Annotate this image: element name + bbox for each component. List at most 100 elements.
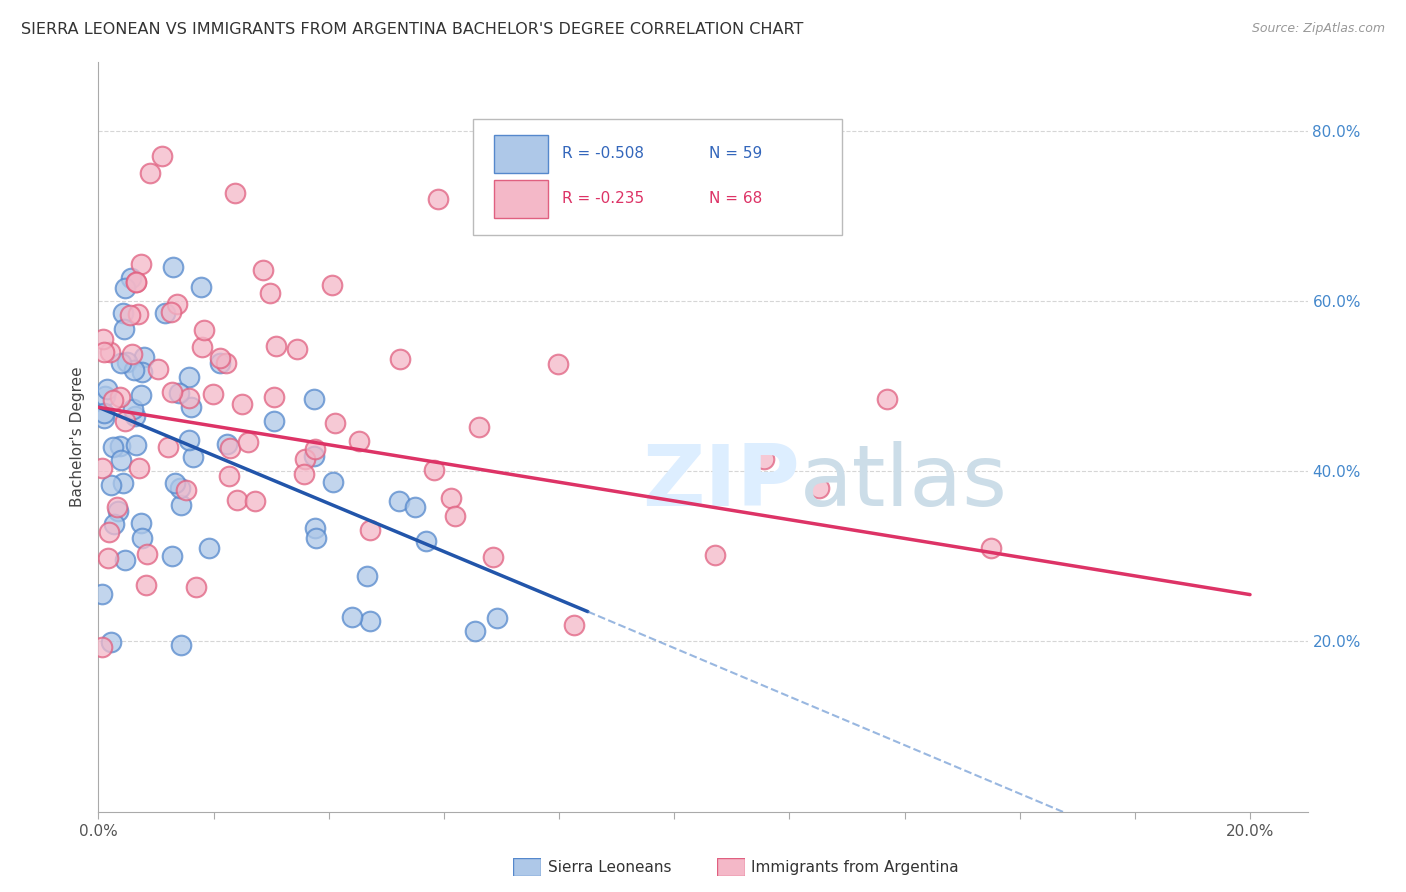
Point xyxy=(93,406,115,420)
Point xyxy=(128,461,150,475)
Point xyxy=(118,309,141,323)
Point xyxy=(174,483,197,497)
Point xyxy=(201,387,224,401)
Point xyxy=(752,451,775,466)
Point xyxy=(110,356,132,370)
Point xyxy=(111,306,134,320)
Point xyxy=(292,467,315,481)
Point xyxy=(135,547,157,561)
Text: R = -0.508: R = -0.508 xyxy=(561,146,644,161)
Point xyxy=(150,149,173,163)
Point xyxy=(114,553,136,567)
Point xyxy=(177,370,200,384)
Point xyxy=(91,332,114,346)
Point xyxy=(131,531,153,545)
Point xyxy=(103,517,125,532)
Point xyxy=(125,275,148,289)
Point xyxy=(263,414,285,428)
Point xyxy=(219,441,242,455)
Point xyxy=(100,635,122,649)
FancyBboxPatch shape xyxy=(474,119,842,235)
Point xyxy=(107,504,129,518)
Point xyxy=(129,516,152,531)
Point xyxy=(263,390,285,404)
Point xyxy=(179,433,201,447)
Point xyxy=(218,469,240,483)
Text: Source: ZipAtlas.com: Source: ZipAtlas.com xyxy=(1251,22,1385,36)
Point xyxy=(440,491,463,505)
Point xyxy=(153,306,176,320)
Point xyxy=(93,389,115,403)
Point xyxy=(131,365,153,379)
Point xyxy=(305,531,328,545)
Point xyxy=(876,392,898,407)
Point xyxy=(110,453,132,467)
FancyBboxPatch shape xyxy=(494,180,548,218)
Point xyxy=(129,257,152,271)
Point xyxy=(340,609,363,624)
Text: R = -0.235: R = -0.235 xyxy=(561,191,644,206)
Point xyxy=(427,192,450,206)
Point xyxy=(114,414,136,428)
Point xyxy=(236,434,259,449)
Point xyxy=(359,614,381,628)
Point xyxy=(198,541,221,555)
Point xyxy=(322,475,344,489)
Point xyxy=(464,624,486,638)
Point xyxy=(547,357,569,371)
Point xyxy=(184,580,207,594)
Point xyxy=(120,271,142,285)
Point xyxy=(208,351,231,366)
Point xyxy=(114,281,136,295)
Point xyxy=(103,392,125,407)
Point xyxy=(482,549,505,564)
Point xyxy=(101,440,124,454)
Text: N = 68: N = 68 xyxy=(709,191,762,206)
Point xyxy=(285,343,308,357)
Y-axis label: Bachelor's Degree: Bachelor's Degree xyxy=(70,367,86,508)
Point xyxy=(129,388,152,402)
Point xyxy=(125,275,148,289)
Point xyxy=(121,347,143,361)
Point xyxy=(359,523,381,537)
Text: SIERRA LEONEAN VS IMMIGRANTS FROM ARGENTINA BACHELOR'S DEGREE CORRELATION CHART: SIERRA LEONEAN VS IMMIGRANTS FROM ARGENT… xyxy=(21,22,803,37)
Text: Sierra Leoneans: Sierra Leoneans xyxy=(548,860,672,874)
Point xyxy=(468,419,491,434)
Point xyxy=(231,397,253,411)
Point xyxy=(562,618,585,632)
Point xyxy=(302,450,325,464)
Point xyxy=(110,390,132,404)
Point xyxy=(98,345,121,359)
Point xyxy=(179,391,201,405)
Point xyxy=(115,355,138,369)
Point xyxy=(264,339,287,353)
Point xyxy=(90,460,112,475)
Point xyxy=(160,305,183,319)
Point xyxy=(485,610,508,624)
Point xyxy=(323,416,346,430)
FancyBboxPatch shape xyxy=(494,135,548,172)
Point xyxy=(97,525,120,540)
Point xyxy=(166,296,188,310)
Point xyxy=(807,481,830,495)
Point xyxy=(252,263,274,277)
Point xyxy=(125,438,148,452)
Point xyxy=(97,551,120,566)
Point xyxy=(225,492,247,507)
Point xyxy=(127,307,149,321)
Point xyxy=(208,356,231,370)
Point xyxy=(180,401,202,415)
Point xyxy=(388,352,411,367)
Point xyxy=(388,493,411,508)
Point xyxy=(444,508,467,523)
Point xyxy=(356,569,378,583)
Point xyxy=(980,541,1002,555)
Point xyxy=(190,279,212,293)
Point xyxy=(215,356,238,370)
Point xyxy=(122,363,145,377)
Point xyxy=(93,344,115,359)
Point xyxy=(157,440,180,454)
Point xyxy=(181,450,204,464)
Point xyxy=(110,439,132,453)
Point xyxy=(96,382,118,396)
